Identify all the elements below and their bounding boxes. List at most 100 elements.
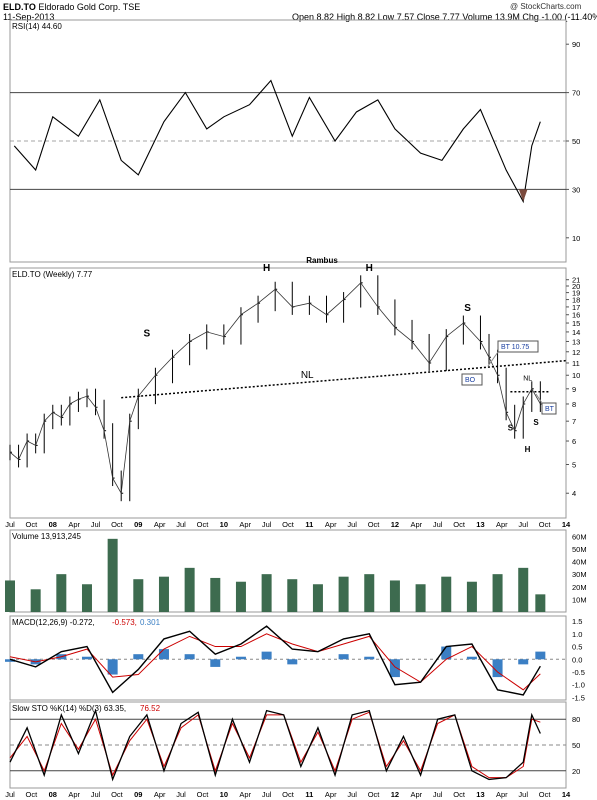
- macd-histogram-bar: [535, 651, 546, 660]
- sto-x-tick-label: 12: [391, 790, 399, 799]
- sto-x-tick-label: Oct: [282, 790, 295, 799]
- sto-x-tick-label: Apr: [154, 790, 166, 799]
- macd-histogram-bar: [81, 656, 92, 660]
- macd-histogram-bar: [5, 659, 15, 662]
- callout-box: [541, 402, 557, 415]
- sto-x-tick-label: 11: [305, 790, 313, 799]
- price-legend: ELD.TO (Weekly) 7.77: [12, 270, 93, 279]
- volume-bar: [107, 538, 118, 612]
- macd-legend: MACD(12,26,9) -0.272,: [12, 618, 95, 627]
- price-tick-label: 10: [572, 371, 580, 380]
- macd-line: [9, 625, 541, 696]
- high-value: 8.82: [357, 12, 376, 22]
- price-x-tick-label: Apr: [496, 520, 508, 529]
- macd-histogram-bar: [210, 659, 221, 667]
- price-x-tick-label: Oct: [197, 520, 210, 529]
- exchange-name: TSE: [122, 2, 141, 12]
- sto-x-tick-label: Apr: [325, 790, 337, 799]
- callout-pointer: [487, 351, 499, 367]
- sto-x-tick-label: Oct: [453, 790, 466, 799]
- macd-histogram-bar: [364, 656, 375, 660]
- price-tick-label: 11: [572, 359, 580, 368]
- pattern-annotation: H: [263, 263, 270, 274]
- price-tick-label: 5: [572, 460, 576, 469]
- price-tick-label: 4: [572, 489, 576, 498]
- price-x-tick-label: Oct: [453, 520, 466, 529]
- macd-histogram-bar: [235, 656, 246, 660]
- ohlc-summary: Open 8.82 High 8.82 Low 7.57 Close 7.77 …: [292, 12, 597, 22]
- macd-histogram-bar: [107, 659, 118, 675]
- price-x-tick-label: Oct: [282, 520, 295, 529]
- price-x-tick-label: 08: [49, 520, 57, 529]
- price-tick-label: 15: [572, 319, 580, 328]
- callout-box: [461, 373, 483, 386]
- price-close-line: [9, 282, 541, 495]
- price-x-tick-label: Oct: [26, 520, 39, 529]
- volume-bar: [261, 574, 272, 612]
- macd-tick-label: 0.5: [572, 643, 582, 652]
- macd-tick-label: -1.0: [572, 681, 585, 690]
- sto-legend: Slow STO %K(14) %D(3) 63.35,: [12, 704, 126, 713]
- rsi-tick-label: 50: [572, 137, 580, 146]
- macd-panel-frame: [9, 615, 567, 701]
- macd-tick-label: 0.0: [572, 655, 582, 664]
- sto-x-tick-label: Jul: [5, 790, 15, 799]
- macd-histogram-bar: [287, 659, 298, 665]
- pattern-annotation: S: [533, 418, 539, 427]
- callout-pointer: [535, 393, 543, 404]
- macd-tick-label: -1.5: [572, 693, 585, 702]
- price-tick-label: 14: [572, 328, 580, 337]
- volume-bar: [312, 584, 323, 612]
- sto-x-tick-label: Oct: [539, 790, 552, 799]
- neckline-label: NL: [301, 370, 314, 381]
- macd-histogram-bar: [389, 659, 400, 678]
- sto-x-tick-label: Apr: [496, 790, 508, 799]
- volume-bar: [5, 580, 15, 612]
- volume-bar: [441, 576, 452, 612]
- chg-value: -1.00 (-11.40%): [541, 12, 597, 22]
- sto-x-tick-label: 10: [220, 790, 228, 799]
- volume-bar: [184, 567, 195, 612]
- sto-x-tick-label: Jul: [433, 790, 443, 799]
- price-x-tick-label: Oct: [111, 520, 124, 529]
- macd-histogram-bar: [158, 649, 169, 660]
- rsi-tick-label: 10: [572, 234, 580, 243]
- volume-bar: [389, 580, 400, 612]
- price-x-tick-label: Apr: [410, 520, 422, 529]
- price-x-tick-label: 10: [220, 520, 228, 529]
- rsi-tick-label: 70: [572, 89, 580, 98]
- sto-x-tick-label: Apr: [410, 790, 422, 799]
- volume-legend: Volume 13,913,245: [12, 532, 81, 541]
- pattern-annotation: S: [508, 424, 514, 433]
- price-x-tick-label: 09: [134, 520, 142, 529]
- chart-title: Rambus: [306, 256, 338, 265]
- macd-histogram-bar: [518, 659, 529, 665]
- price-tick-label: 12: [572, 348, 580, 357]
- sto-x-tick-label: Oct: [197, 790, 210, 799]
- price-tick-label: 18: [572, 296, 580, 305]
- high-label: High: [336, 12, 356, 22]
- price-x-tick-label: Oct: [368, 520, 381, 529]
- volume-bar: [158, 576, 169, 612]
- low-value: 7.57: [396, 12, 415, 22]
- volume-bar: [466, 581, 477, 612]
- volume-bar: [535, 594, 546, 612]
- volume-bar: [518, 567, 529, 612]
- pattern-annotation: H: [366, 263, 373, 274]
- macd-tick-label: 1.0: [572, 630, 582, 639]
- price-tick-label: 9: [572, 385, 576, 394]
- price-tick-label: 13: [572, 337, 580, 346]
- sto-x-tick-label: 08: [49, 790, 57, 799]
- volume-tick-label: 10M: [572, 595, 587, 604]
- macd-histogram-legend: 0.301: [140, 618, 161, 627]
- sto-x-tick-label: Jul: [347, 790, 357, 799]
- sto-x-tick-label: 13: [476, 790, 484, 799]
- pattern-annotation: S: [464, 303, 471, 314]
- price-x-tick-label: Oct: [539, 520, 552, 529]
- sto-x-tick-label: Oct: [26, 790, 39, 799]
- callout-box: [497, 340, 539, 353]
- price-x-tick-label: Apr: [239, 520, 251, 529]
- volume-bar: [30, 589, 41, 612]
- price-tick-label: 17: [572, 303, 580, 312]
